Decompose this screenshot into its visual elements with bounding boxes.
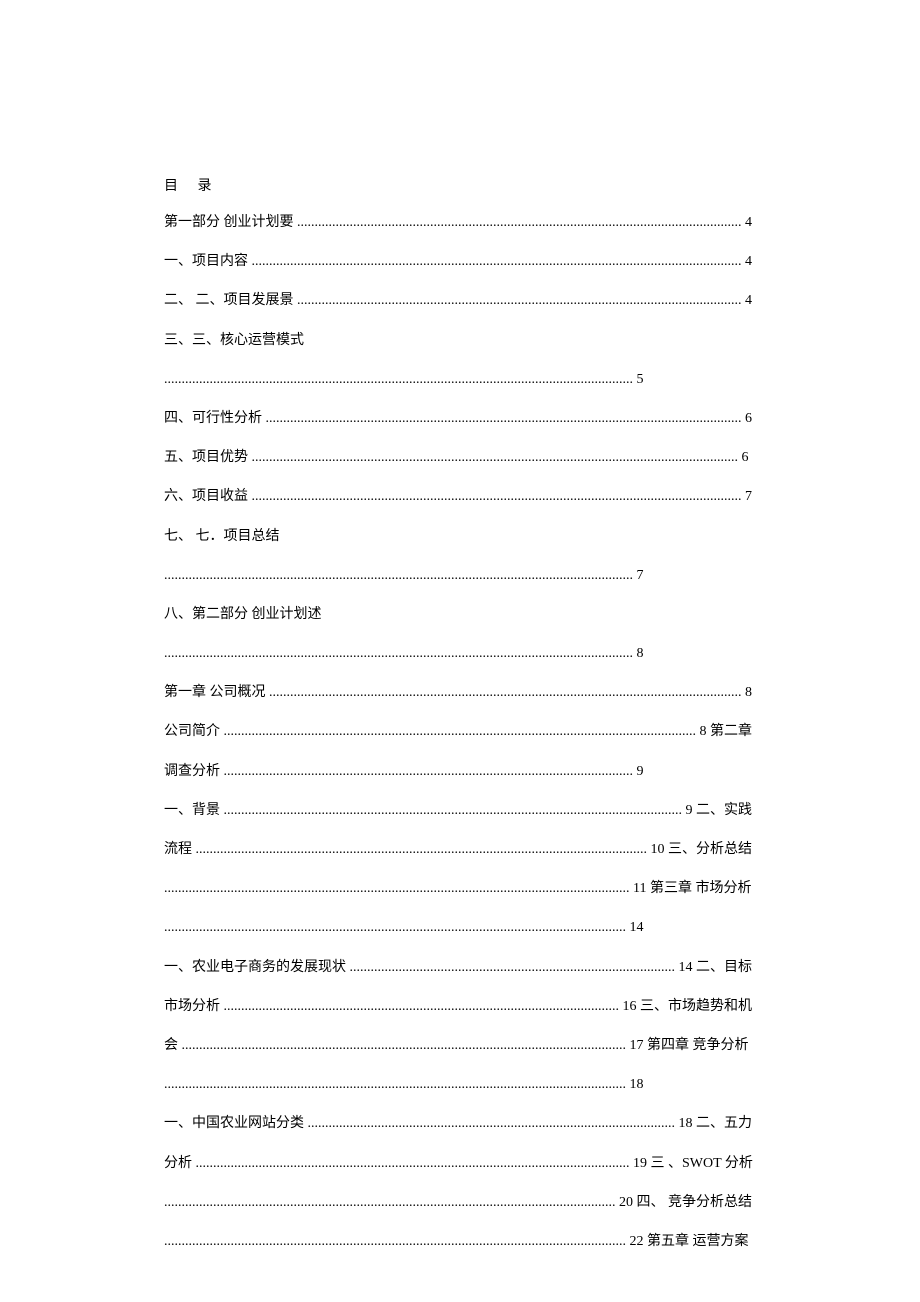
toc-line: 调查分析 ...................................…: [164, 752, 644, 791]
toc-line: 四、可行性分析 ................................…: [164, 399, 754, 438]
toc-entries: 第一部分 创业计划要 .............................…: [164, 203, 754, 1261]
toc-line: 一、中国农业网站分类 .............................…: [164, 1104, 754, 1143]
toc-line: ........................................…: [164, 869, 754, 908]
toc-line: ........................................…: [164, 1183, 754, 1222]
toc-line: ........................................…: [164, 908, 644, 947]
toc-line: 一、项目内容 .................................…: [164, 242, 754, 281]
toc-line: 六、项目收益 .................................…: [164, 477, 754, 516]
toc-line: 一、背景 ...................................…: [164, 791, 754, 830]
toc-line: 流程 .....................................…: [164, 830, 754, 869]
toc-line: 二、 二、项目发展景 .............................…: [164, 281, 754, 320]
toc-line: 一、农业电子商务的发展现状 ..........................…: [164, 948, 754, 987]
toc-line: 三、三、核心运营模式: [164, 321, 754, 360]
toc-line: ........................................…: [164, 556, 644, 595]
toc-line: 五、项目优势 .................................…: [164, 438, 754, 477]
toc-line: ........................................…: [164, 1222, 754, 1261]
toc-line: ........................................…: [164, 360, 644, 399]
toc-line: 八、第二部分 创业计划述: [164, 595, 754, 634]
toc-title: 目 录: [164, 175, 754, 195]
toc-line: ........................................…: [164, 634, 644, 673]
toc-line: 第一章 公司概况 ...............................…: [164, 673, 754, 712]
toc-line: 分析 .....................................…: [164, 1144, 754, 1183]
page-content: 目 录 第一部分 创业计划要 .........................…: [164, 175, 754, 1261]
toc-line: ........................................…: [164, 1065, 644, 1104]
toc-line: 市场分析 ...................................…: [164, 987, 754, 1026]
toc-line: 会 ......................................…: [164, 1026, 754, 1065]
toc-line: 公司简介 ...................................…: [164, 712, 754, 751]
toc-line: 第一部分 创业计划要 .............................…: [164, 203, 754, 242]
toc-line: 七、 七．项目总结: [164, 517, 754, 556]
